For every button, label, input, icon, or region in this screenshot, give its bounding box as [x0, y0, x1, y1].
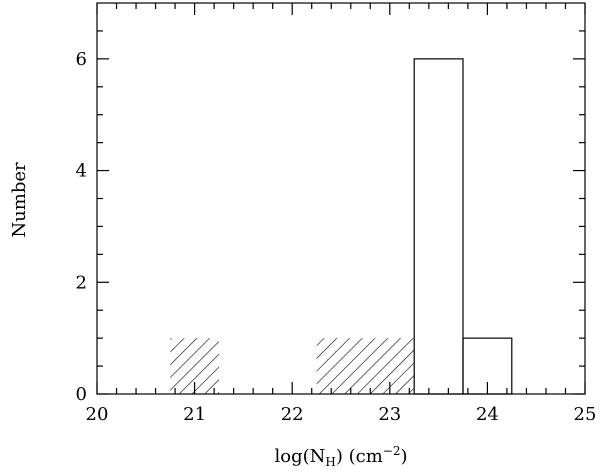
x-tick-label: 22	[281, 404, 304, 425]
bar	[413, 58, 464, 395]
plot-frame	[96, 2, 586, 395]
x-label-part: )	[400, 446, 407, 467]
y-tick-label: 4	[76, 161, 87, 182]
y-tick-label: 6	[76, 49, 87, 70]
y-tick-label: 0	[76, 384, 87, 405]
bar	[316, 338, 366, 394]
x-tick-label: 20	[86, 404, 109, 425]
x-label-sub: H	[325, 455, 335, 469]
x-tick-label: 24	[476, 404, 499, 425]
y-tick-label: 2	[76, 272, 87, 293]
x-label-part: ) (cm	[336, 446, 383, 467]
bar	[365, 338, 415, 394]
bar	[170, 338, 219, 394]
x-tick-label: 21	[183, 404, 206, 425]
x-label-part: log(N	[274, 446, 325, 467]
x-tick-label: 23	[378, 404, 401, 425]
bar	[462, 337, 513, 395]
x-tick-label: 25	[574, 404, 597, 425]
x-axis-label: log(NH) (cm−2)	[274, 444, 407, 469]
x-label-sup: −2	[383, 444, 401, 458]
y-axis-label: Number	[9, 162, 30, 238]
